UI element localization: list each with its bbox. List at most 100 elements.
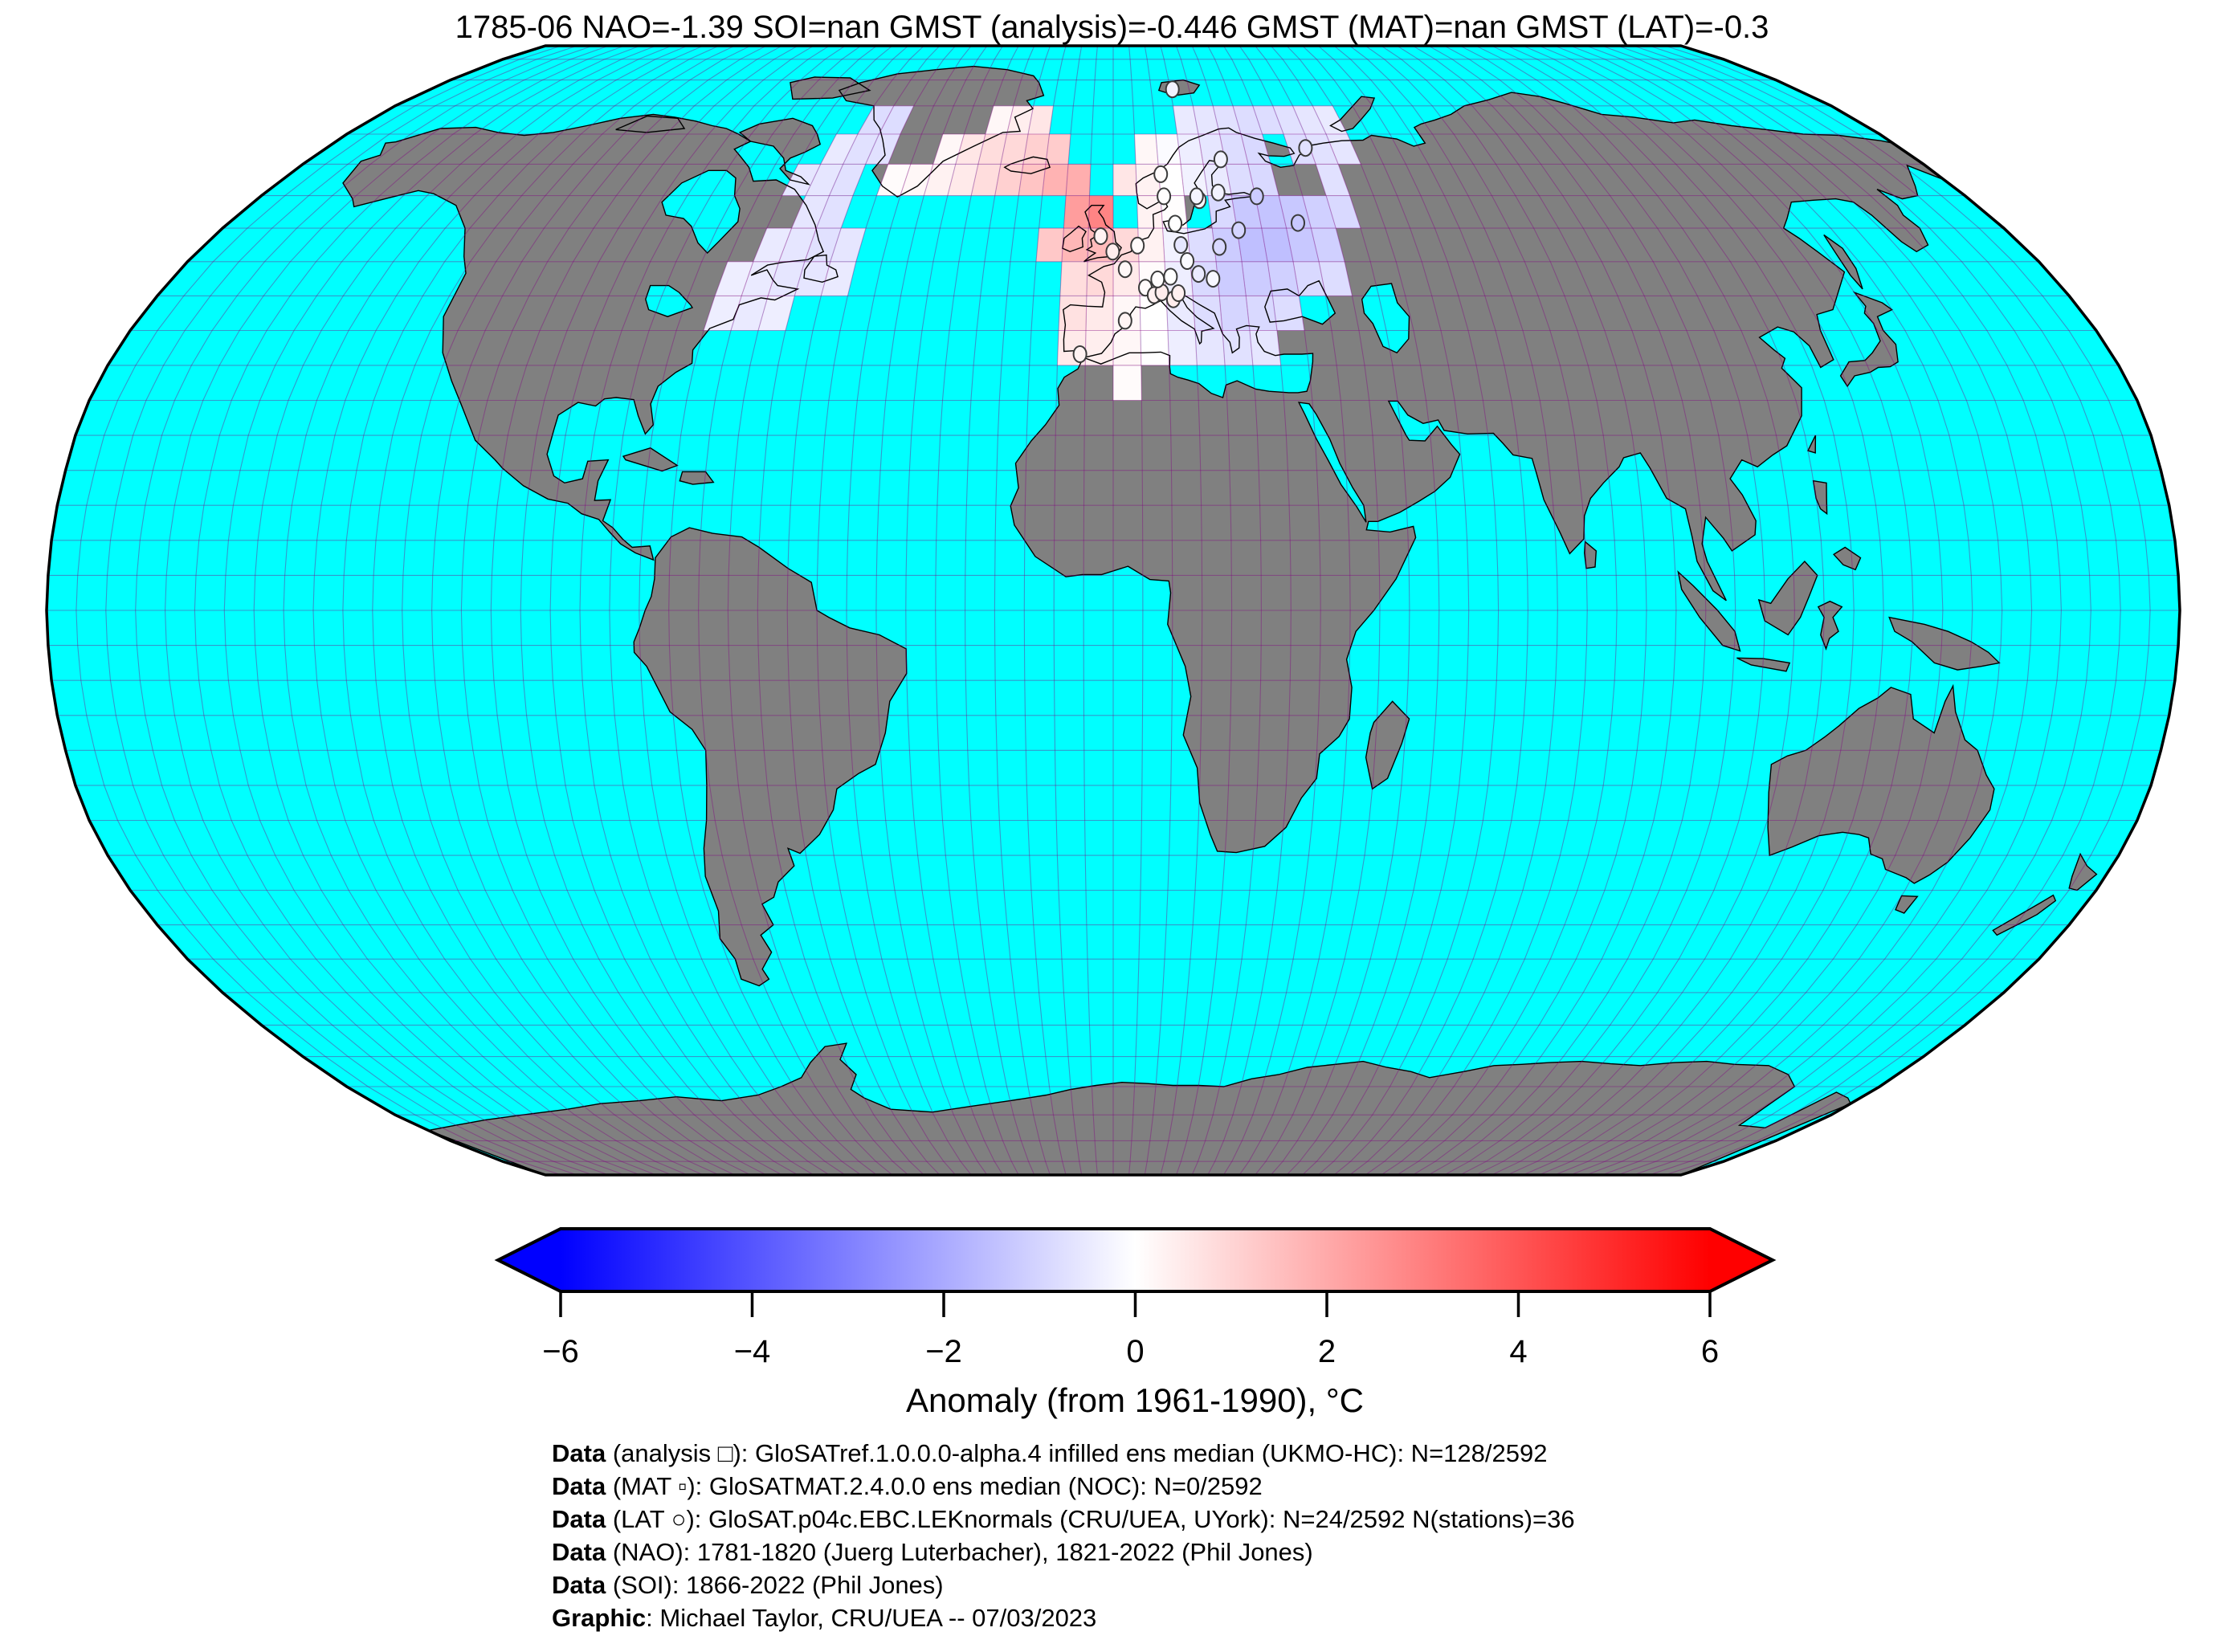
- sakhalin-coastline: [1823, 234, 1863, 290]
- meridian: [135, 46, 594, 1175]
- mindanao: [1834, 547, 1861, 570]
- meridian: [1428, 46, 1707, 1175]
- anomaly-cell: [1267, 261, 1300, 296]
- anomaly-cell: [900, 164, 933, 196]
- australia-coastline: [1767, 683, 1995, 884]
- anomaly-cell: [1246, 296, 1277, 331]
- anomaly-cell: [1311, 228, 1345, 262]
- australia: [1768, 686, 1994, 883]
- meridian: [253, 46, 656, 1175]
- new-zealand-south: [1993, 895, 2056, 936]
- meridian: [1239, 46, 1351, 1175]
- meridian: [1585, 46, 2003, 1175]
- anomaly-cell: [1233, 105, 1263, 134]
- meridian: [402, 46, 736, 1175]
- station-marker: [1206, 270, 1221, 288]
- hispaniola: [679, 471, 714, 485]
- anomaly-cell: [1216, 261, 1247, 296]
- sumatra-coastline: [1677, 570, 1741, 652]
- anomaly-cell: [865, 134, 900, 165]
- anomaly-cell: [1062, 228, 1089, 262]
- anomaly-cells: [704, 105, 1361, 401]
- anomaly-cell: [977, 134, 1007, 165]
- sri-lanka: [1584, 541, 1597, 569]
- anomaly-cell: [806, 164, 843, 196]
- meridian: [372, 46, 720, 1175]
- meridian: [431, 46, 751, 1175]
- colorbar-tick-label: −4: [734, 1334, 771, 1369]
- anomaly-cell: [791, 195, 830, 229]
- meridian: [994, 46, 1051, 1175]
- meridian: [1333, 46, 1528, 1175]
- meridian: [905, 46, 1004, 1175]
- sakhalin: [1823, 235, 1863, 289]
- anomaly-cell: [1022, 134, 1050, 165]
- anomaly-cell: [1140, 296, 1168, 331]
- meridian: [1397, 46, 1647, 1175]
- chart-title: 1785-06 NAO=-1.39 SOI=nan GMST (analysis…: [455, 10, 1769, 45]
- meridian: [1649, 46, 2121, 1175]
- station-marker: [1157, 187, 1172, 206]
- afro-eurasia-coastline: [1010, 92, 1945, 854]
- new-zealand-south-coastline: [1992, 894, 2057, 936]
- world-map: [45, 44, 2181, 1177]
- anomaly-cell: [1207, 195, 1237, 229]
- meridian: [1633, 46, 2091, 1175]
- meridian: [1491, 46, 1825, 1175]
- station-marker: [1171, 284, 1186, 302]
- anomaly-cell: [1134, 134, 1158, 165]
- meridian: [1507, 46, 1855, 1175]
- mindanao-coastline: [1833, 546, 1862, 571]
- meridian: [1270, 46, 1410, 1175]
- anomaly-cell: [1036, 228, 1064, 262]
- meridian: [75, 46, 562, 1175]
- anomaly-cell: [1045, 134, 1071, 165]
- anomaly-cell: [704, 296, 742, 331]
- anomaly-cell: [1261, 228, 1294, 262]
- meridian: [1191, 46, 1262, 1175]
- meridian: [846, 46, 972, 1175]
- station-marker: [1298, 139, 1313, 157]
- station-marker: [1093, 227, 1108, 246]
- meridian: [1602, 46, 2033, 1175]
- footer-line-soi: Data (SOI): 1866-2022 (Phil Jones): [552, 1571, 944, 1599]
- coastlines: [342, 65, 2098, 1175]
- anomaly-cell: [753, 228, 792, 262]
- novaya-zemlya-coastline: [1329, 96, 1376, 133]
- station-marker: [1291, 214, 1305, 232]
- anomaly-cell: [955, 134, 985, 165]
- map-outline: [45, 44, 2181, 1177]
- greenland-coastline: [838, 65, 1045, 198]
- meridian: [1349, 46, 1558, 1175]
- colorbar-tick-label: 4: [1509, 1334, 1527, 1369]
- anomaly-cell: [1312, 105, 1348, 134]
- anomaly-cell: [1066, 164, 1091, 196]
- anomaly-cell: [1088, 195, 1113, 229]
- station-marker: [1213, 150, 1228, 169]
- anomaly-cell: [1316, 164, 1350, 196]
- meridian: [165, 46, 609, 1175]
- anomaly-cell: [1193, 296, 1222, 331]
- meridian: [935, 46, 1019, 1175]
- ireland-coastline: [1062, 225, 1087, 253]
- meridian: [283, 46, 672, 1175]
- ellesmere-island: [790, 77, 870, 100]
- anomaly-cell: [768, 261, 805, 296]
- meridian: [105, 46, 577, 1175]
- borneo: [1758, 561, 1818, 635]
- station-marker: [1117, 260, 1132, 279]
- station-marker: [1189, 187, 1204, 206]
- anomaly-cell: [1237, 228, 1268, 262]
- madagascar: [1365, 701, 1410, 789]
- footer-line-analysis: Data (analysis □): GloSATref.1.0.0.0-alp…: [552, 1439, 1548, 1467]
- anomaly-cell: [1319, 261, 1353, 296]
- anomaly-cell: [1113, 365, 1142, 401]
- anomaly-cell: [1241, 134, 1271, 165]
- station-marker: [1163, 267, 1178, 286]
- anomaly-cell: [1028, 105, 1054, 134]
- anomaly-cell: [1063, 195, 1090, 229]
- meridian: [816, 46, 957, 1175]
- meridian: [223, 46, 641, 1175]
- anomaly-cell: [741, 261, 779, 296]
